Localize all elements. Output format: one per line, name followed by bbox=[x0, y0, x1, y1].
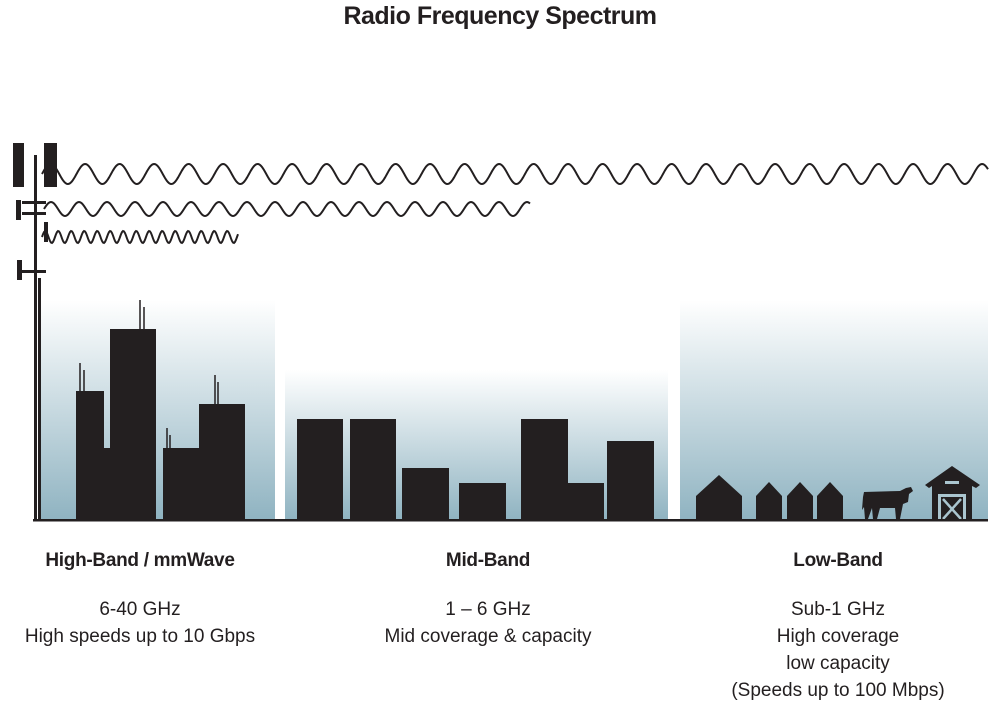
band-frequency: Sub-1 GHz bbox=[791, 599, 885, 620]
band-description: High coverage bbox=[776, 626, 900, 647]
band-description: Mid coverage & capacity bbox=[384, 626, 592, 647]
band-name: Low-Band bbox=[793, 550, 883, 571]
rural-farm-icon bbox=[696, 475, 843, 520]
band-frequency: 6-40 GHz bbox=[99, 599, 181, 620]
city-skyscrapers-icon bbox=[76, 300, 245, 520]
band-name: High-Band / mmWave bbox=[45, 550, 235, 571]
high-band-wave bbox=[41, 229, 239, 245]
suburban-buildings-icon bbox=[297, 419, 654, 520]
band-description: (Speeds up to 100 Mbps) bbox=[731, 680, 945, 701]
band-low: Low-Band Sub-1 GHz High coverage low cap… bbox=[688, 547, 988, 704]
band-mid: Mid-Band 1 – 6 GHz Mid coverage & capaci… bbox=[338, 547, 638, 650]
band-high: High-Band / mmWave 6-40 GHz High speeds … bbox=[0, 547, 280, 650]
diagram-title: Radio Frequency Spectrum bbox=[343, 2, 657, 30]
ground-line bbox=[33, 519, 988, 522]
band-description: High speeds up to 10 Gbps bbox=[24, 626, 256, 647]
mid-band-wave bbox=[43, 200, 531, 218]
low-band-wave bbox=[41, 162, 989, 186]
band-name: Mid-Band bbox=[445, 550, 531, 571]
cow-icon bbox=[862, 487, 913, 519]
barn-icon bbox=[925, 466, 980, 520]
band-frequency: 1 – 6 GHz bbox=[445, 599, 531, 620]
band-description: low capacity bbox=[786, 653, 890, 674]
